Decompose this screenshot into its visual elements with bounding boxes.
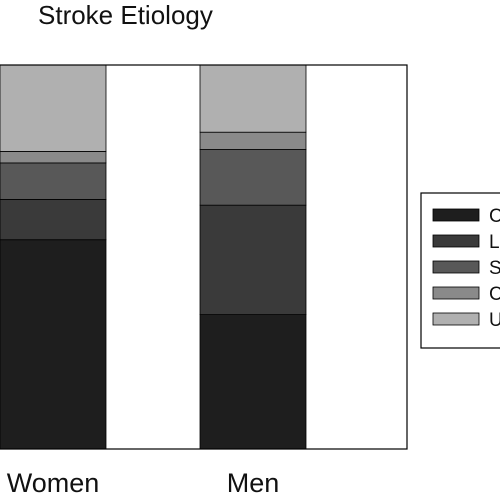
bars-layer xyxy=(0,64,307,450)
legend-label-4: C xyxy=(489,284,500,305)
bar-women-segment-4 xyxy=(0,150,107,164)
legend-label-3: S xyxy=(489,258,500,279)
legend-swatch-3 xyxy=(432,260,480,274)
bar-men-segment-4 xyxy=(199,131,307,150)
bar-women-segment-2 xyxy=(0,198,107,241)
legend-swatch-2 xyxy=(432,234,480,248)
bar-men-segment-1 xyxy=(199,314,307,450)
x-tick-labels: Women Men xyxy=(7,468,280,498)
x-tick-label-women: Women xyxy=(7,468,100,498)
legend-label-2: L xyxy=(489,232,500,253)
legend-label-5: U xyxy=(489,310,500,331)
plot-frame xyxy=(0,64,408,450)
x-tick-label-men: Men xyxy=(227,468,280,498)
chart-title: Stroke Etiology xyxy=(38,0,213,30)
bar-men-segment-3 xyxy=(199,149,307,206)
bar-women-segment-1 xyxy=(0,239,107,450)
bar-women-segment-3 xyxy=(0,162,107,200)
bar-men-segment-2 xyxy=(199,204,307,316)
legend-swatch-1 xyxy=(432,208,480,222)
bar-men-segment-5 xyxy=(199,64,307,133)
legend-swatch-5 xyxy=(432,312,480,326)
bar-women-segment-5 xyxy=(0,64,107,152)
legend-label-1: C xyxy=(489,206,500,227)
legend-swatch-4 xyxy=(432,286,480,300)
